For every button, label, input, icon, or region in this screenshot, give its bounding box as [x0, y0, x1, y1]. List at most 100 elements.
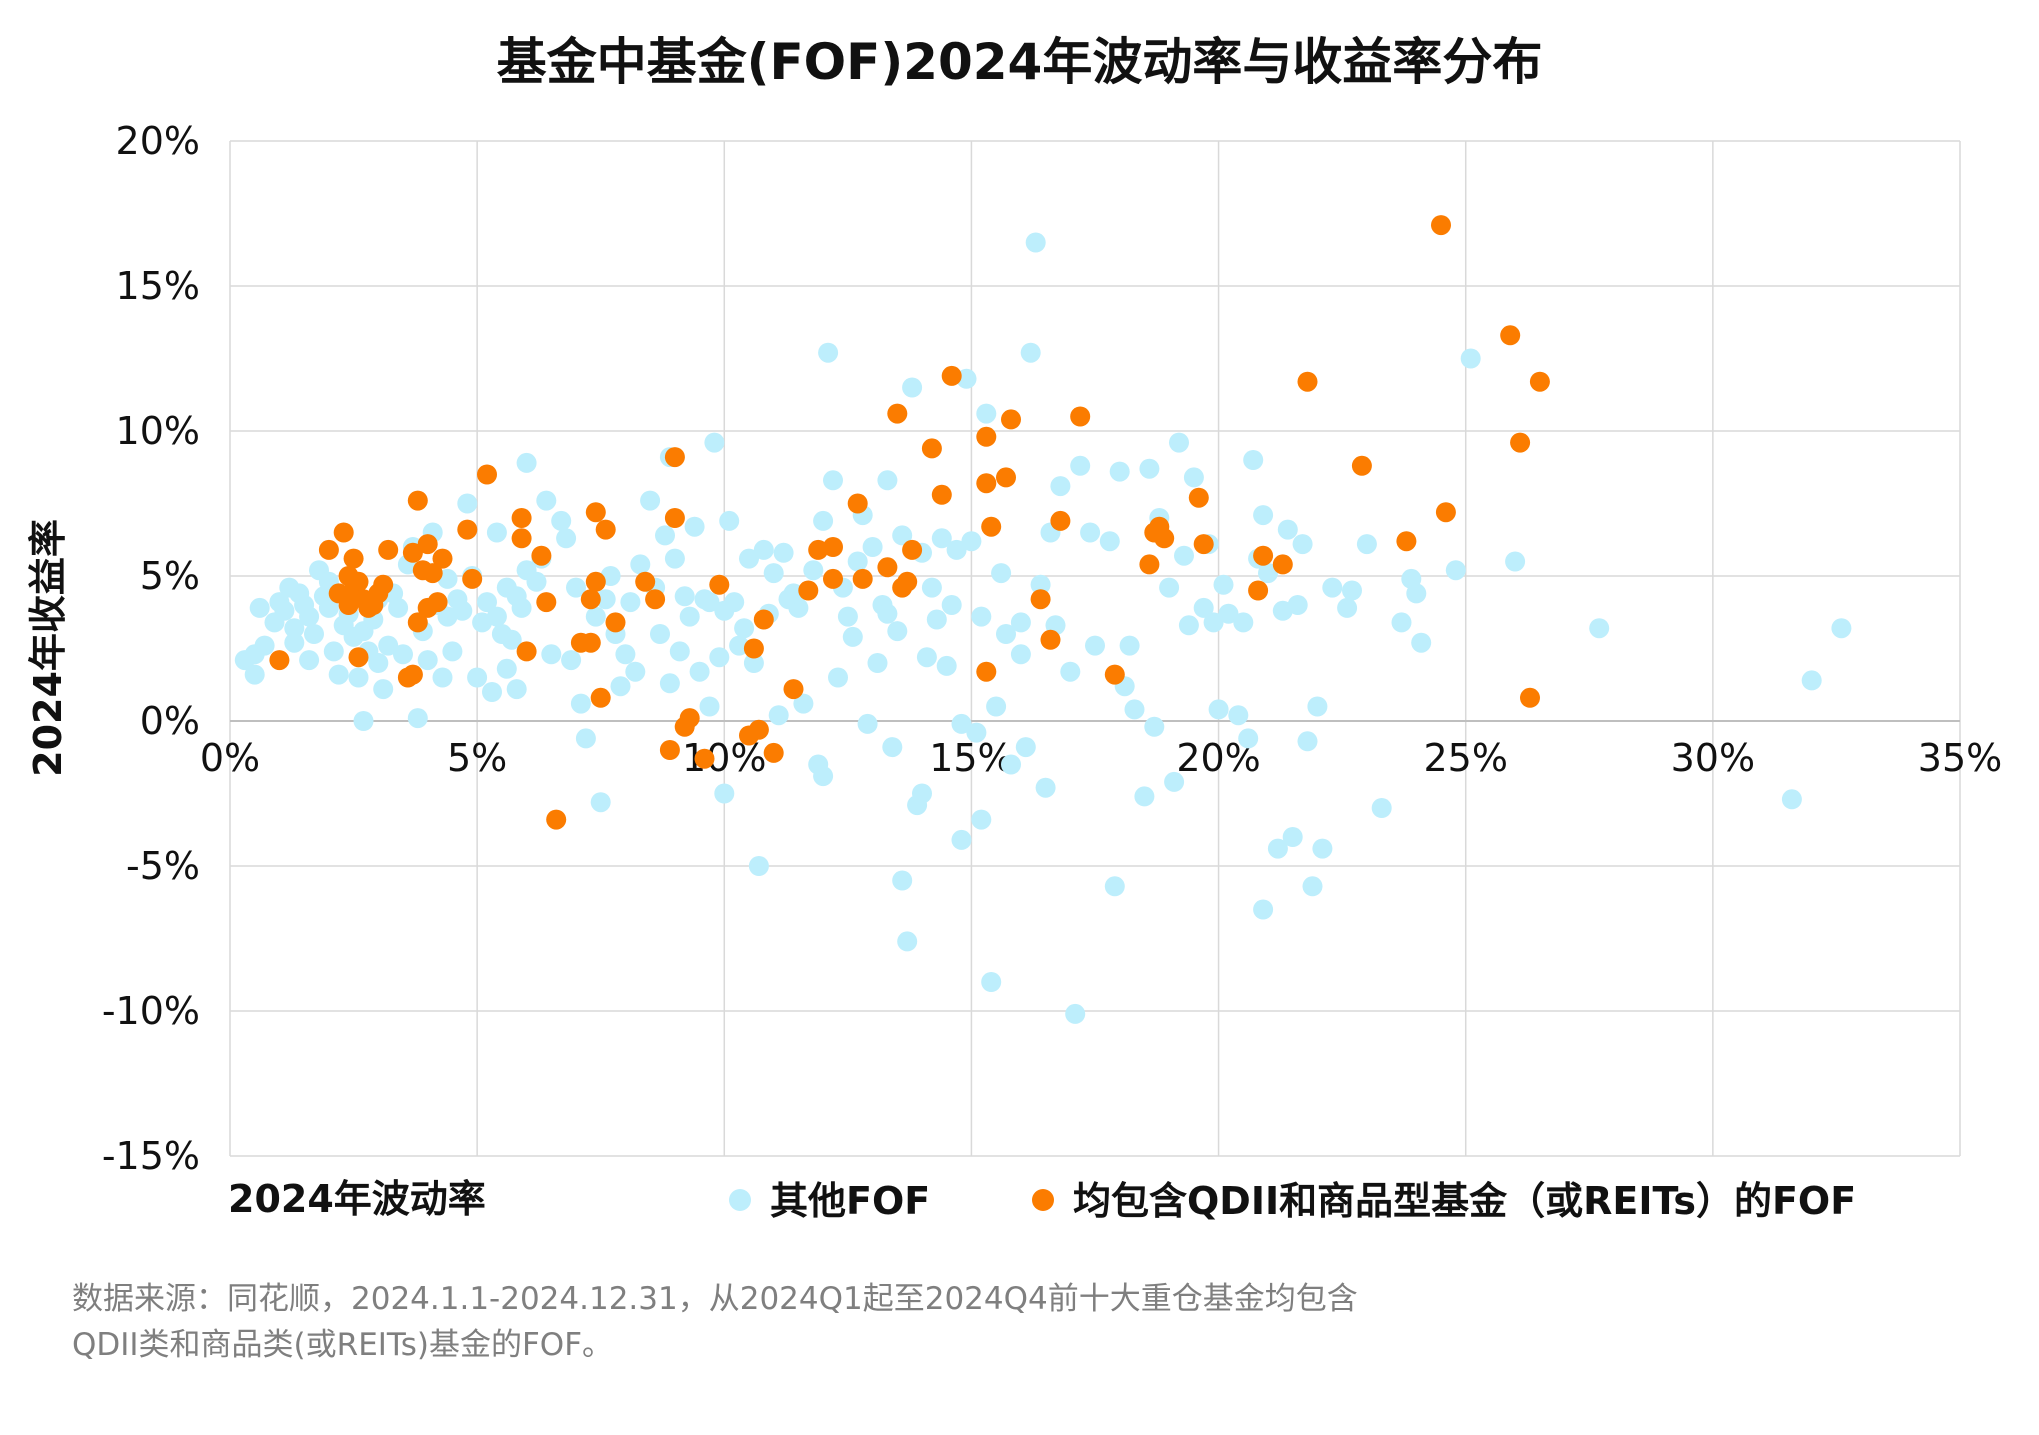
- point-other-fof: [828, 667, 848, 688]
- point-other-fof: [1460, 348, 1481, 369]
- point-other-fof: [1065, 1003, 1086, 1024]
- source-note: 数据来源：同花顺，2024.1.1-2024.12.31，从2024Q1起至20…: [72, 1276, 1972, 1368]
- legend-label-qdii-commodity-fof: 均包含QDII和商品型基金（或REITs）的FOF: [1073, 1179, 1856, 1223]
- point-other-fof: [1781, 789, 1802, 810]
- point-qdii-commodity-fof: [1188, 487, 1209, 508]
- point-other-fof: [674, 586, 695, 607]
- point-other-fof: [1025, 232, 1046, 253]
- point-other-fof: [1589, 618, 1610, 639]
- point-other-fof: [1267, 838, 1288, 859]
- point-qdii-commodity-fof: [407, 490, 428, 511]
- point-other-fof: [1277, 519, 1298, 540]
- point-other-fof: [1001, 754, 1021, 775]
- point-other-fof: [892, 525, 913, 546]
- point-qdii-commodity-fof: [1272, 554, 1293, 575]
- point-qdii-commodity-fof: [1193, 534, 1214, 555]
- point-other-fof: [323, 641, 344, 662]
- point-qdii-commodity-fof: [847, 493, 868, 514]
- point-other-fof: [803, 560, 824, 581]
- point-other-fof: [566, 577, 586, 598]
- point-other-fof: [1322, 577, 1343, 598]
- point-other-fof: [1391, 612, 1412, 633]
- point-other-fof: [506, 679, 527, 700]
- point-qdii-commodity-fof: [511, 508, 532, 528]
- legend-label-other-fof: 其他FOF: [770, 1179, 930, 1223]
- point-other-fof: [1302, 876, 1323, 897]
- x-tick-label: 15%: [929, 736, 1013, 780]
- point-qdii-commodity-fof: [546, 809, 567, 830]
- point-other-fof: [274, 600, 295, 621]
- point-other-fof: [753, 539, 774, 560]
- point-qdii-commodity-fof: [931, 484, 952, 505]
- point-other-fof: [1208, 699, 1229, 720]
- chart-title: 基金中基金(FOF)2024年波动率与收益率分布: [496, 33, 1543, 91]
- point-other-fof: [482, 682, 502, 702]
- point-qdii-commodity-fof: [343, 548, 364, 569]
- point-other-fof: [1193, 597, 1214, 618]
- point-other-fof: [793, 693, 814, 714]
- point-qdii-commodity-fof: [407, 612, 428, 633]
- point-other-fof: [650, 624, 670, 644]
- point-other-fof: [1099, 531, 1120, 552]
- point-other-fof: [956, 368, 977, 389]
- point-qdii-commodity-fof: [348, 571, 369, 592]
- point-other-fof: [348, 667, 369, 688]
- point-qdii-commodity-fof: [536, 592, 557, 613]
- point-qdii-commodity-fof: [318, 539, 339, 560]
- point-other-fof: [768, 705, 789, 726]
- point-other-fof: [773, 542, 794, 563]
- point-other-fof: [1411, 632, 1432, 653]
- point-other-fof: [299, 650, 320, 671]
- point-other-fof: [1233, 612, 1254, 633]
- point-qdii-commodity-fof: [1297, 371, 1318, 392]
- point-other-fof: [991, 563, 1012, 584]
- point-other-fof: [486, 522, 507, 543]
- point-other-fof: [640, 490, 661, 511]
- point-qdii-commodity-fof: [645, 589, 666, 610]
- point-other-fof: [842, 626, 863, 647]
- point-qdii-commodity-fof: [348, 647, 369, 668]
- point-other-fof: [1080, 522, 1101, 543]
- point-qdii-commodity-fof: [595, 519, 616, 540]
- point-other-fof: [1159, 577, 1180, 598]
- point-other-fof: [407, 708, 428, 729]
- point-other-fof: [921, 577, 942, 598]
- point-qdii-commodity-fof: [580, 632, 601, 653]
- point-qdii-commodity-fof: [1500, 325, 1521, 346]
- point-other-fof: [561, 650, 582, 671]
- point-qdii-commodity-fof: [1040, 629, 1061, 650]
- point-other-fof: [679, 606, 700, 627]
- point-other-fof: [1119, 635, 1140, 656]
- point-other-fof: [699, 696, 720, 717]
- point-qdii-commodity-fof: [664, 508, 685, 528]
- point-qdii-commodity-fof: [462, 568, 483, 589]
- point-other-fof: [946, 539, 967, 560]
- point-other-fof: [1337, 597, 1358, 618]
- point-other-fof: [244, 664, 265, 685]
- point-qdii-commodity-fof: [477, 464, 497, 485]
- point-other-fof: [1228, 705, 1249, 726]
- point-other-fof: [1445, 560, 1466, 581]
- point-qdii-commodity-fof: [798, 580, 819, 601]
- point-other-fof: [1134, 786, 1155, 807]
- y-tick-label: 10%: [116, 409, 200, 453]
- point-qdii-commodity-fof: [852, 568, 873, 589]
- point-other-fof: [625, 661, 646, 682]
- point-other-fof: [254, 635, 275, 656]
- point-other-fof: [664, 548, 685, 569]
- point-other-fof: [1070, 455, 1091, 476]
- point-other-fof: [570, 693, 591, 714]
- x-tick-label: 5%: [447, 736, 507, 780]
- point-qdii-commodity-fof: [887, 403, 908, 424]
- point-qdii-commodity-fof: [422, 563, 443, 584]
- point-qdii-commodity-fof: [976, 426, 997, 447]
- point-other-fof: [536, 490, 557, 511]
- point-other-fof: [1144, 716, 1165, 737]
- point-other-fof: [1060, 661, 1081, 682]
- point-other-fof: [1282, 827, 1303, 847]
- point-other-fof: [704, 432, 725, 453]
- x-tick-label: 0%: [200, 736, 260, 780]
- point-other-fof: [467, 667, 488, 688]
- point-other-fof: [936, 655, 957, 676]
